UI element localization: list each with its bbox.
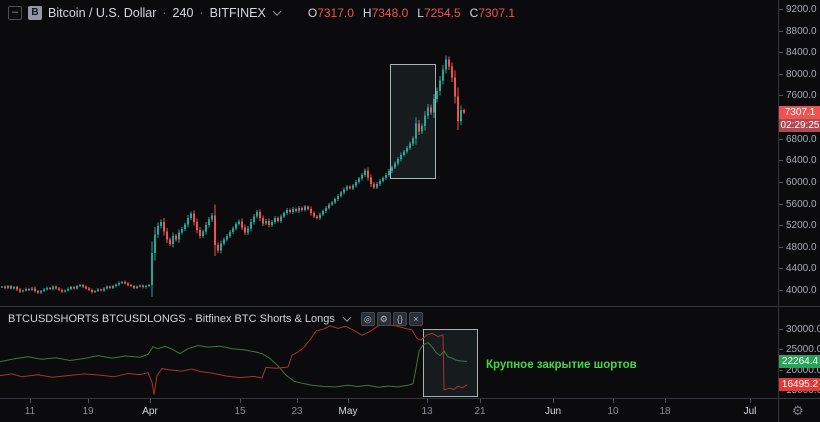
interval-label[interactable]: 240: [172, 6, 194, 20]
time-axis-label: 18: [659, 406, 671, 417]
axis-settings-gear-icon[interactable]: ⚙: [792, 403, 804, 418]
price-axis-tick: 6800.0: [779, 133, 817, 145]
indicator-pane[interactable]: Крупное закрытие шортов: [0, 307, 778, 398]
indicator-title[interactable]: BTCUSDSHORTS BTCUSDLONGS - Bitfinex BTC …: [8, 313, 335, 325]
svg-text:Крупное закрытие шортов: Крупное закрытие шортов: [486, 359, 637, 371]
time-axis[interactable]: 11 19 Apr 15 23 May 13 21 Jun 10 18 Jul: [0, 398, 820, 422]
time-axis-label: Jun: [544, 406, 562, 417]
shorts-value-badge: 16495.2: [779, 378, 820, 391]
collapse-pane-icon[interactable]: –: [8, 6, 22, 20]
symbol-logo-icon: B: [28, 6, 42, 20]
price-axis[interactable]: 9200.0 8800.0 8400.0 8000.0 7600.0 6800.0 6400…: [778, 0, 820, 422]
time-axis-tick: [480, 399, 481, 403]
price-axis-tick: 4800.0: [779, 241, 817, 253]
main-chart-pane[interactable]: [0, 0, 778, 306]
low-label: L: [417, 6, 424, 20]
separator-dot: ·: [162, 6, 167, 20]
time-axis-tick: [88, 399, 89, 403]
eye-icon[interactable]: ◎: [360, 312, 375, 326]
price-axis-tick: 30000.0: [778, 324, 820, 335]
longs-value-badge: 22264.4: [779, 355, 820, 368]
time-axis-tick: [553, 399, 554, 403]
time-axis-tick: [240, 399, 241, 403]
chevron-down-icon[interactable]: [272, 7, 282, 16]
gear-icon[interactable]: ⚙: [376, 312, 391, 326]
chevron-down-icon[interactable]: [342, 313, 352, 322]
indicator-actions: ◎ ⚙ {} ×: [360, 312, 423, 326]
open-label: O: [307, 6, 318, 20]
price-axis-tick: 8800.0: [779, 25, 817, 37]
price-axis-tick: 7600.0: [779, 90, 817, 102]
pane-divider[interactable]: [0, 306, 820, 307]
separator-dot: ·: [199, 6, 204, 20]
symbol-title[interactable]: Bitcoin / U.S. Dollar: [48, 6, 157, 20]
price-axis-tick: 5600.0: [779, 198, 817, 210]
time-axis-label: 11: [24, 406, 36, 417]
time-axis-label: 13: [421, 406, 433, 417]
time-axis-label: 19: [82, 406, 94, 417]
time-axis-label: 15: [234, 406, 246, 417]
price-axis-tick: 8400.0: [779, 47, 817, 59]
close-label: C: [469, 6, 479, 20]
open-value: 7317.0: [317, 6, 354, 20]
price-axis-tick: 9200.0: [779, 3, 817, 15]
time-axis-tick: [665, 399, 666, 403]
exchange-label[interactable]: BITFINEX: [209, 6, 266, 20]
time-axis-label: 21: [474, 406, 486, 417]
price-axis-tick: 20000.0: [778, 365, 820, 376]
time-axis-tick: [427, 399, 428, 403]
time-axis-label: 23: [291, 406, 303, 417]
ohlc-values: O7317.0 H7348.0 L7254.5 C7307.1: [308, 6, 515, 20]
candle-countdown-badge: 02:29:25: [779, 119, 820, 132]
source-code-icon[interactable]: {}: [392, 312, 407, 326]
time-axis-label: May: [338, 406, 358, 417]
time-axis-tick: [297, 399, 298, 403]
price-axis-tick: 4400.0: [779, 263, 817, 275]
indicator-canvas[interactable]: Крупное закрытие шортов: [0, 307, 778, 398]
price-axis-tick: 6400.0: [779, 155, 817, 167]
time-axis-tick: [348, 399, 349, 403]
price-axis-tick: 25000.0: [778, 344, 820, 355]
price-axis-tick: 6000.0: [779, 176, 817, 188]
time-axis-tick: [150, 399, 151, 403]
price-axis-tick: 4000.0: [779, 285, 817, 297]
time-axis-tick: [30, 399, 31, 403]
low-value: 7254.5: [423, 6, 461, 20]
main-chart-canvas[interactable]: [0, 0, 778, 306]
last-price-badge: 7307.1: [779, 106, 820, 119]
high-label: H: [362, 6, 372, 20]
high-value: 7348.0: [371, 6, 409, 20]
symbol-header: – B Bitcoin / U.S. Dollar · 240 · BITFIN…: [8, 6, 515, 20]
time-axis-label: 10: [607, 406, 619, 417]
price-axis-tick: 5200.0: [779, 220, 817, 232]
close-value: 7307.1: [478, 6, 516, 20]
close-icon[interactable]: ×: [408, 312, 423, 326]
time-axis-tick: [613, 399, 614, 403]
time-axis-label: Jul: [743, 406, 757, 417]
indicator-header: BTCUSDSHORTS BTCUSDLONGS - Bitfinex BTC …: [8, 312, 423, 326]
price-axis-tick: 8000.0: [779, 68, 817, 80]
time-axis-tick: [750, 399, 751, 403]
time-axis-label: Apr: [142, 406, 158, 417]
